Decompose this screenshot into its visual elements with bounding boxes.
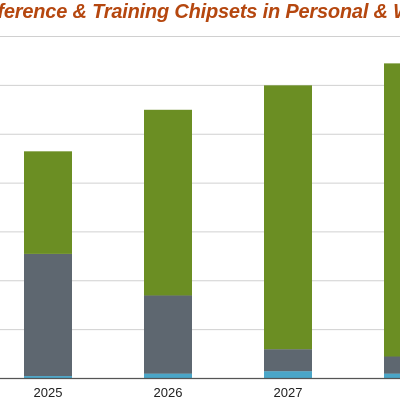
chart-title: Inference & Training Chipsets in Persona… (0, 1, 400, 23)
bar-segment-2028-1 (384, 373, 400, 379)
bar-segment-2026-2 (144, 295, 192, 374)
x-tick-label: 2027 (274, 385, 303, 400)
bar-segment-2025-3 (24, 151, 72, 254)
bar-segment-2028-3 (384, 63, 400, 357)
x-tick-label: 2025 (34, 385, 63, 400)
bar-segment-2027-3 (264, 85, 312, 350)
bar-segment-2028-2 (384, 356, 400, 374)
bar-segment-2025-2 (24, 253, 72, 377)
bar-segment-2026-3 (144, 109, 192, 296)
bar-segment-2027-1 (264, 371, 312, 379)
bar-segment-2027-2 (264, 349, 312, 372)
x-tick-label: 2026 (154, 385, 183, 400)
bar-segment-2026-1 (144, 373, 192, 379)
bar-segment-2025-1 (24, 376, 72, 379)
